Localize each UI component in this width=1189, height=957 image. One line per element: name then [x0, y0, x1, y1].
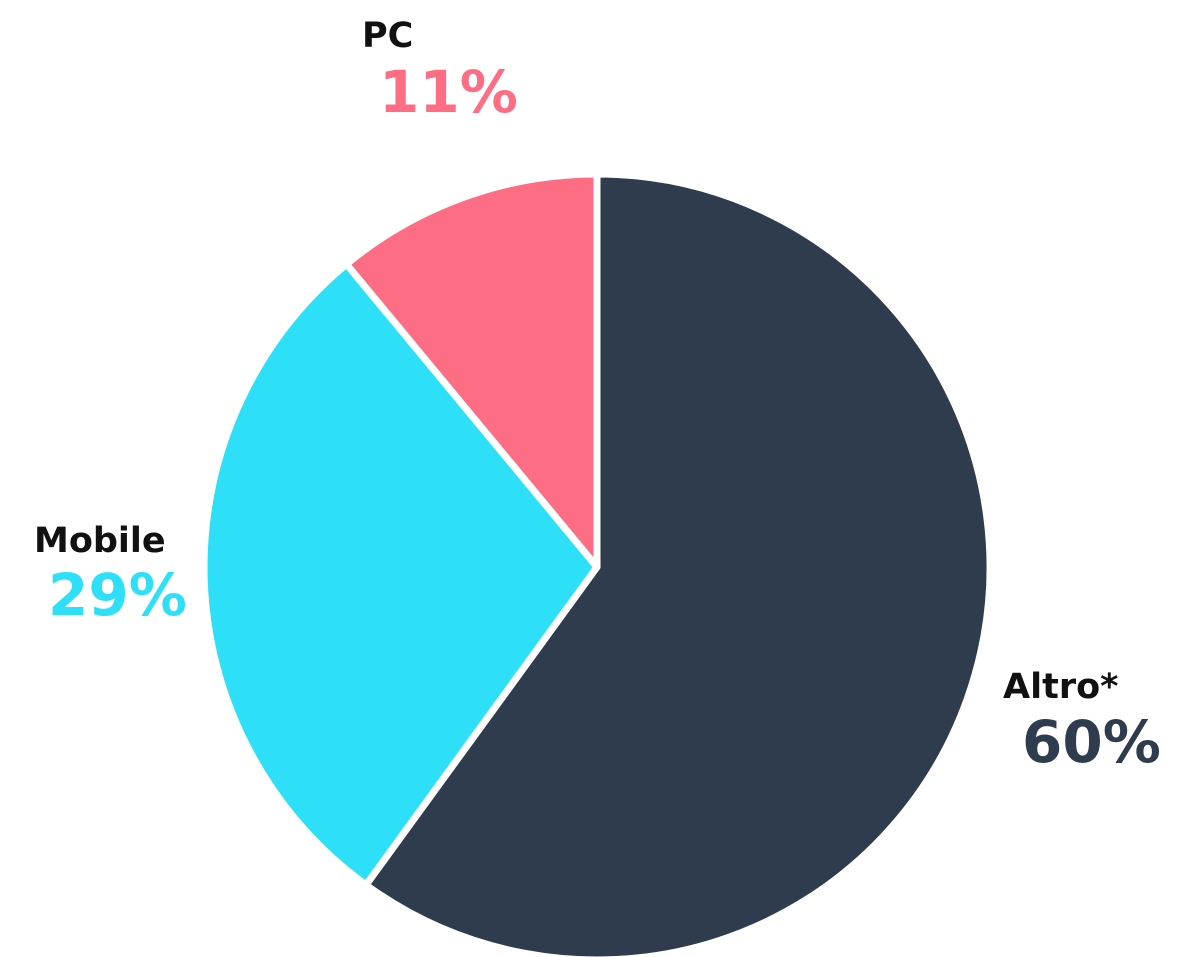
- slice-label-altro: Altro*: [1003, 667, 1118, 707]
- slice-value-pc: 11%: [379, 58, 518, 126]
- slice-label-pc: PC: [362, 16, 413, 56]
- slice-label-mobile: Mobile: [34, 521, 166, 561]
- pie-slice-altro: [362, 170, 994, 957]
- pie-slice-pc: [342, 170, 601, 571]
- slice-value-mobile: 29%: [48, 561, 187, 629]
- slice-value-altro: 60%: [1022, 708, 1161, 776]
- pie-slices: [200, 170, 994, 957]
- pie-slice-mobile: [200, 260, 601, 889]
